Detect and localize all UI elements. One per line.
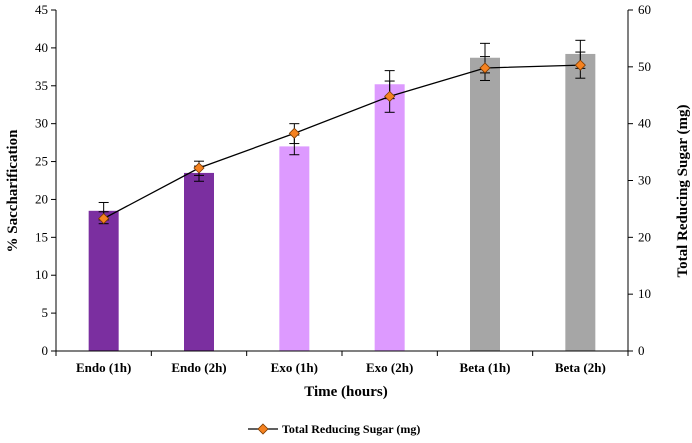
bar-4 — [374, 84, 405, 352]
y-right-tick-label-3: 30 — [638, 173, 651, 188]
bar-1 — [88, 210, 119, 351]
sugar-line — [103, 64, 581, 220]
bar-3 — [279, 146, 310, 351]
bars-layer — [88, 53, 596, 352]
x-tick-label-5: Beta (1h) — [460, 360, 511, 375]
x-axis-title: Time (hours) — [304, 384, 387, 400]
y-left-tick-label-4: 20 — [35, 191, 48, 206]
sugar-point-6 — [574, 59, 586, 71]
y-left-tick-label-6: 30 — [35, 116, 48, 131]
y-left-tick-label-9: 45 — [35, 2, 48, 17]
x-tick-label-6: Beta (2h) — [555, 360, 606, 375]
tick-labels: 0 5 10 15 20 25 30 35 40 45 0 10 20 30 40 50 60 Endo (1h)… — [35, 2, 651, 375]
x-tick-label-4: Exo (2h) — [366, 360, 413, 375]
y-right-tick-label-1: 10 — [638, 286, 651, 301]
sugar-point-2 — [193, 162, 205, 174]
y-left-tick-label-5: 25 — [35, 154, 48, 169]
y-right-tick-label-0: 0 — [638, 343, 645, 358]
x-tick-label-3: Exo (1h) — [271, 360, 318, 375]
y-axis-title: % Saccharification — [5, 129, 21, 253]
y-left-tick-label-1: 5 — [42, 305, 49, 320]
y-left-tick-label-8: 40 — [35, 40, 48, 55]
x-tick-label-2: Endo (2h) — [171, 360, 226, 375]
bar-6 — [565, 53, 596, 351]
sugar-point-4 — [384, 90, 396, 102]
sugar-point-3 — [288, 127, 300, 139]
y-right-tick-label-6: 60 — [638, 2, 651, 17]
axes — [51, 9, 633, 356]
sugar-point-1 — [98, 213, 110, 225]
y-right-tick-label-4: 40 — [638, 116, 651, 131]
legend-marker-diamond-icon — [257, 423, 269, 435]
y-right-tick-label-5: 50 — [638, 59, 651, 74]
y-left-tick-label-7: 35 — [35, 78, 48, 93]
bar-2 — [184, 172, 214, 351]
bar-5 — [470, 57, 500, 352]
y-left-tick-label-0: 0 — [42, 343, 49, 358]
legend: Total Reducing Sugar (mg) — [248, 422, 420, 436]
sugar-point-5 — [479, 62, 491, 74]
legend-label: Total Reducing Sugar (mg) — [282, 422, 420, 436]
x-tick-label-1: Endo (1h) — [76, 360, 131, 375]
y-left-tick-label-2: 10 — [35, 267, 48, 282]
y-axis-right-title: Total Reducing Sugar (mg) — [675, 105, 691, 278]
y-left-tick-label-3: 15 — [35, 229, 48, 244]
y-right-tick-label-2: 20 — [638, 229, 651, 244]
line-layer — [98, 51, 586, 225]
